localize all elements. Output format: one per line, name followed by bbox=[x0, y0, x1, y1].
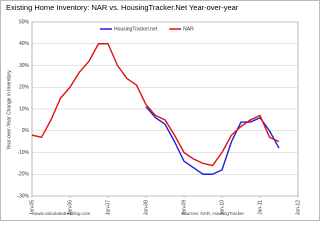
x-tick-label: Jan-08 bbox=[143, 200, 149, 216]
x-tick-label: Jan-12 bbox=[295, 200, 301, 216]
y-tick-label: 50% bbox=[19, 19, 30, 25]
y-tick-label: -10% bbox=[17, 150, 29, 156]
source-right: Sources: NAR, HousingTracker bbox=[181, 211, 244, 216]
legend-label: HousingTracker.net bbox=[114, 26, 158, 32]
line-series bbox=[145, 106, 280, 175]
y-tick-label: 40% bbox=[19, 41, 30, 47]
x-tick-label: Jan-07 bbox=[105, 200, 111, 216]
x-tick-label: Jan-06 bbox=[67, 200, 73, 216]
chart: Existing Home Inventory: NAR vs. Housing… bbox=[0, 0, 320, 221]
y-axis-label: Year-over-Year Change in Inventory bbox=[6, 70, 12, 150]
x-tick-label: Jan-09 bbox=[181, 200, 187, 216]
line-series bbox=[31, 43, 280, 167]
x-tick-label: Jan-11 bbox=[257, 200, 263, 215]
y-tick-label: -20% bbox=[17, 172, 29, 178]
y-tick-label: 30% bbox=[19, 63, 30, 69]
chart-title: Existing Home Inventory: NAR vs. Housing… bbox=[6, 3, 239, 12]
y-tick-label: 0% bbox=[22, 128, 30, 134]
legend-label: NAR bbox=[183, 26, 194, 32]
page: {"chart_data": {"type": "line", "title":… bbox=[0, 0, 320, 221]
y-tick-label: 20% bbox=[19, 85, 30, 91]
x-tick-label: Jan-10 bbox=[219, 200, 225, 216]
x-tick-label: Jan-05 bbox=[29, 200, 35, 216]
y-tick-label: 10% bbox=[19, 106, 30, 112]
source-left: www.calculatedriskblog.com bbox=[34, 211, 91, 216]
y-tick-label: -30% bbox=[17, 193, 29, 199]
